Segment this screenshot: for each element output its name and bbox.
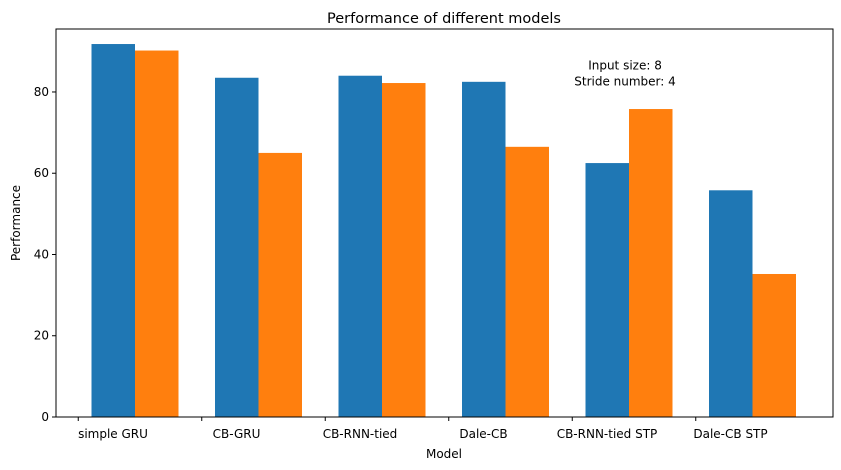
y-tick-label: 40 <box>34 247 49 261</box>
x-tick-label: simple GRU <box>78 427 148 441</box>
annotation-line: Stride number: 4 <box>574 75 676 89</box>
bar-series1-5 <box>709 190 753 417</box>
x-axis: simple GRU CB-GRU CB-RNN-tied Dale-CB CB-RNN… <box>77 417 768 441</box>
bar-series1-2 <box>338 75 382 418</box>
x-tick-label: CB-RNN-tied <box>323 427 398 441</box>
bar-series1-4 <box>585 163 629 417</box>
bar-series1-1 <box>215 77 259 417</box>
y-axis: 0 20 40 60 80 <box>34 85 56 424</box>
bar-series2-5 <box>752 273 796 417</box>
plot-frame <box>55 28 834 418</box>
bar-series2-1 <box>258 152 302 417</box>
x-tick-label: CB-RNN-tied STP <box>557 427 658 441</box>
bar-series1-3 <box>462 81 506 417</box>
bar-series2-0 <box>135 50 179 417</box>
x-tick-label: CB-GRU <box>213 427 261 441</box>
bars-group <box>91 44 796 418</box>
bar-series2-3 <box>505 146 549 417</box>
bar-series2-4 <box>629 109 673 418</box>
bar-series1-0 <box>91 44 135 417</box>
y-axis-label: Performance <box>9 185 23 261</box>
bar-series2-2 <box>382 83 426 418</box>
x-axis-label: Model <box>426 447 462 461</box>
y-tick-label: 80 <box>34 85 49 99</box>
annotation: Input size: 8 Stride number: 4 <box>574 59 676 89</box>
y-tick-label: 0 <box>41 410 49 424</box>
x-tick-label: Dale-CB STP <box>693 427 767 441</box>
annotation-line: Input size: 8 <box>588 59 662 73</box>
chart-title: Performance of different models <box>327 11 561 27</box>
x-tick-label: Dale-CB <box>459 427 507 441</box>
y-tick-label: 60 <box>34 166 49 180</box>
y-tick-label: 20 <box>34 329 49 343</box>
